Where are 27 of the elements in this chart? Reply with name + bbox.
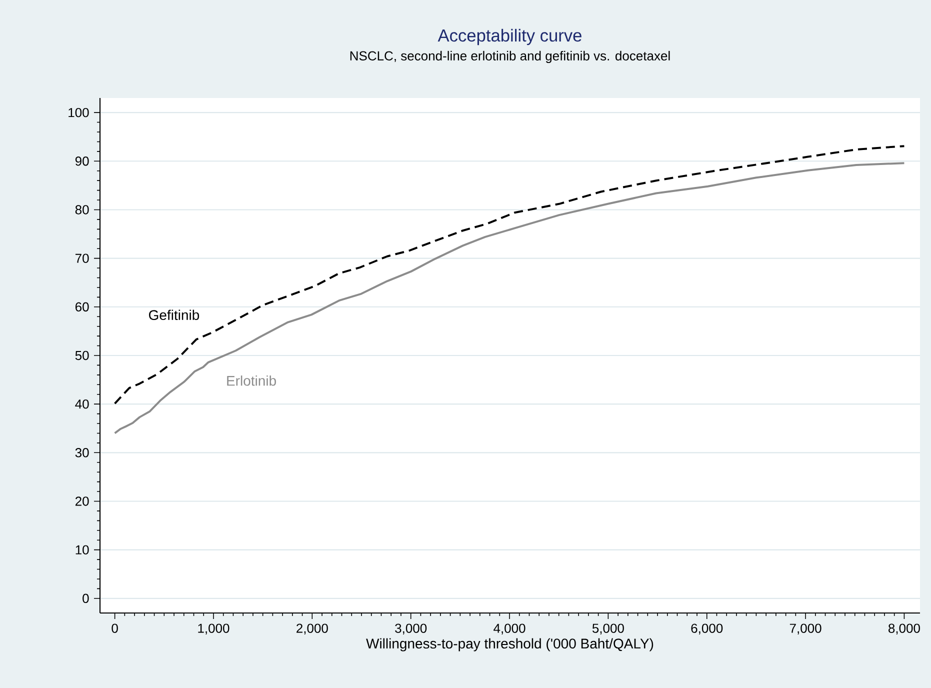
chart-title: Acceptability curve bbox=[438, 28, 582, 46]
x-tick-label: 8,000 bbox=[888, 624, 920, 634]
y-tick-label: 50 bbox=[75, 350, 89, 360]
series-label: Gefitinib bbox=[149, 310, 200, 320]
y-tick-label: 90 bbox=[75, 156, 89, 166]
line-series bbox=[114, 162, 906, 434]
x-tick-label: 2,000 bbox=[296, 624, 328, 634]
x-tick-label: 1,000 bbox=[198, 624, 230, 634]
y-tick-label: 30 bbox=[75, 448, 89, 458]
x-axis-title: Willingness-to-pay threshold ('000 Baht/QALY) bbox=[366, 638, 654, 652]
x-tick-label: 0 bbox=[112, 624, 118, 633]
y-tick-label: 0 bbox=[82, 594, 89, 604]
y-tick-label: 60 bbox=[76, 302, 89, 312]
y-tick-label: 10 bbox=[76, 545, 89, 554]
x-tick-label: 4,000 bbox=[494, 624, 526, 634]
y-tick-label: 40 bbox=[75, 399, 89, 409]
y-tick-label: 100 bbox=[68, 108, 89, 118]
x-tick-label: 5,000 bbox=[592, 624, 624, 634]
chart-subtitle: NSCLC, second-line erlotinib and gefitinib vs. docetaxel bbox=[350, 50, 670, 64]
y-tick-label: 80 bbox=[75, 205, 89, 214]
y-tick-label: 20 bbox=[75, 496, 89, 506]
x-tick-label: 3,000 bbox=[395, 624, 427, 634]
x-tick-label: 7,000 bbox=[790, 624, 822, 634]
line-series bbox=[114, 145, 906, 405]
y-tick-label: 70 bbox=[76, 254, 89, 263]
series-label: Erlotinib bbox=[227, 375, 276, 386]
x-tick-label: 6,000 bbox=[691, 624, 723, 634]
